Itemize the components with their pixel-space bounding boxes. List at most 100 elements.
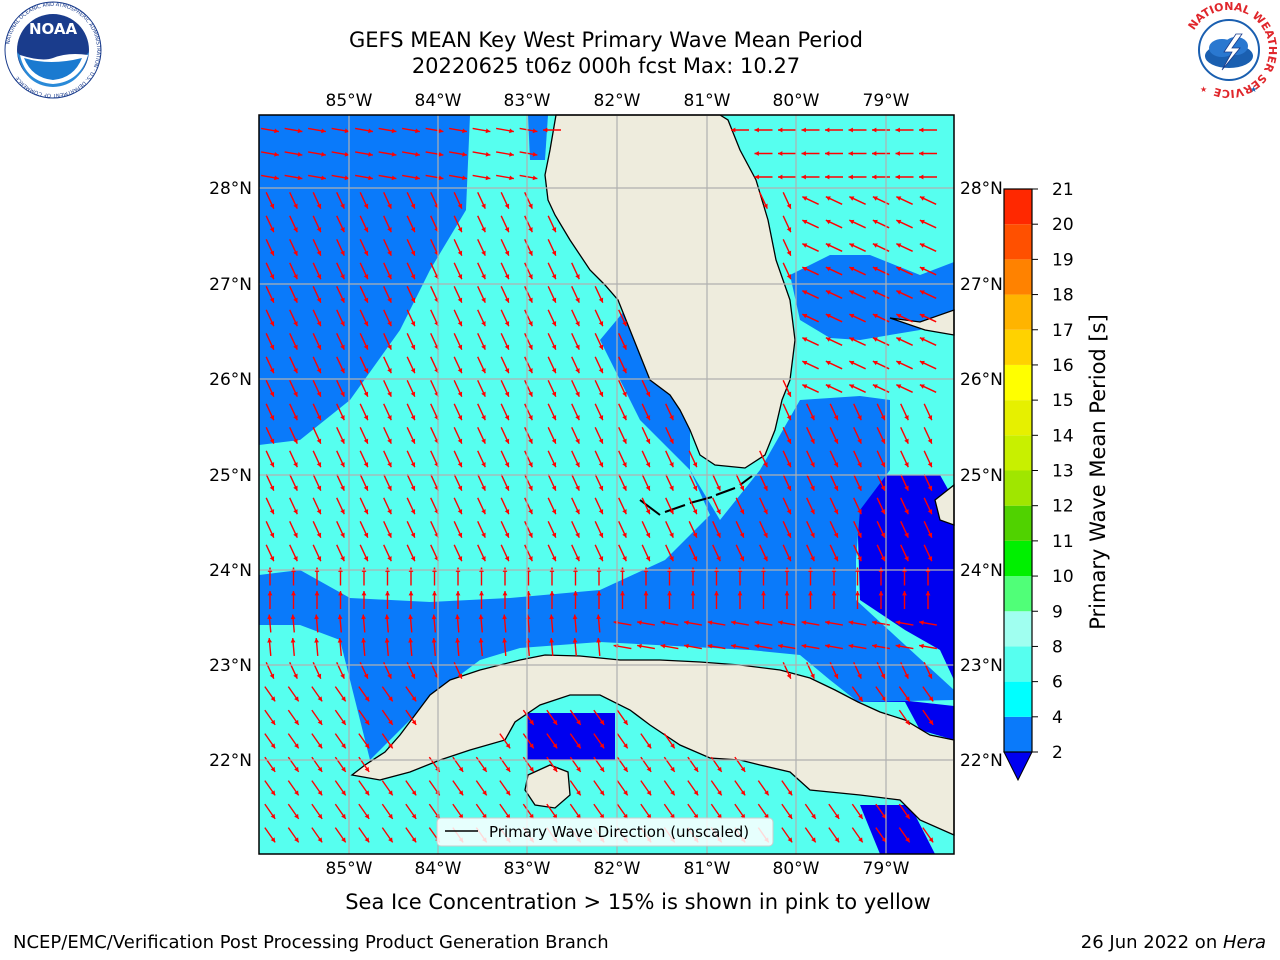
wave-direction-arrow (361, 637, 366, 657)
wave-direction-arrow (336, 286, 345, 303)
wave-direction-arrow (453, 450, 463, 468)
wave-direction-arrow (547, 521, 557, 538)
wave-direction-arrow (641, 450, 651, 468)
wave-direction-arrow (477, 497, 486, 515)
colorbar-title: Primary Wave Mean Period [s] (1086, 314, 1110, 630)
wave-direction-arrow (872, 643, 890, 650)
wave-direction-arrow (381, 780, 394, 796)
wave-direction-arrow (618, 333, 627, 350)
wave-direction-arrow (311, 803, 323, 820)
wave-direction-arrow (336, 544, 345, 562)
wave-direction-arrow (829, 450, 839, 468)
period-band-4-6 (259, 310, 954, 760)
wave-direction-arrow (289, 333, 298, 350)
wave-direction-arrow (731, 620, 749, 626)
wave-direction-arrow (804, 803, 817, 820)
colorbar-segment (1004, 470, 1032, 506)
colorbar-tick-label: 8 (1052, 637, 1063, 657)
wave-direction-arrow (336, 380, 345, 397)
wave-direction-arrow (524, 427, 533, 444)
wave-direction-arrow (754, 643, 773, 650)
wave-direction-arrow (524, 286, 533, 303)
wave-direction-arrow (402, 127, 420, 134)
lon-label-bottom: 83°W (504, 859, 551, 879)
wave-direction-arrow (849, 243, 866, 252)
map-legend: Primary Wave Direction (unscaled) (436, 817, 774, 847)
wave-direction-arrow (500, 356, 510, 374)
colorbar-segment (1004, 259, 1032, 295)
wave-direction-arrow (923, 497, 933, 515)
legend-label: Primary Wave Direction (unscaled) (489, 823, 749, 841)
wave-direction-arrow (876, 497, 886, 515)
wave-direction-arrow (876, 403, 886, 421)
period-band-2-4 (858, 700, 954, 740)
wave-direction-arrow (571, 403, 580, 421)
wave-direction-arrow (449, 151, 467, 157)
wave-direction-arrow (781, 780, 793, 796)
wave-direction-arrow (359, 239, 369, 256)
colorbar-tick-label: 18 (1052, 286, 1074, 306)
wave-direction-arrow (358, 803, 370, 820)
wave-direction-arrow (825, 643, 843, 650)
wave-direction-arrow (853, 521, 862, 538)
wave-direction-arrow (383, 215, 392, 233)
colorbar-segment (1004, 681, 1032, 717)
wave-direction-arrow (731, 127, 749, 133)
wave-direction-arrow (431, 614, 437, 633)
chart-title: GEFS MEAN Key West Primary Wave Mean Per… (349, 28, 863, 52)
wave-direction-arrow (359, 497, 369, 515)
wave-direction-arrow (359, 544, 369, 562)
wave-direction-arrow (524, 380, 533, 397)
wave-direction-arrow (782, 474, 792, 491)
wave-direction-arrow (519, 151, 538, 157)
wave-direction-arrow (314, 637, 319, 657)
wave-direction-arrow (734, 780, 746, 796)
wave-direction-arrow (331, 174, 350, 181)
wave-direction-arrow (688, 544, 698, 562)
wave-direction-arrow (500, 450, 510, 468)
wave-direction-arrow (453, 262, 463, 280)
wave-direction-arrow (289, 450, 298, 468)
wave-direction-arrow (289, 215, 298, 233)
wave-direction-arrow (896, 243, 913, 252)
wave-direction-arrow (853, 427, 862, 444)
wave-direction-arrow (778, 620, 796, 626)
wave-direction-arrow (571, 474, 580, 491)
svg-text:★: ★ (1250, 85, 1257, 94)
wave-direction-arrow (312, 427, 322, 444)
wave-direction-arrow (355, 127, 373, 134)
wave-direction-arrow (499, 780, 511, 796)
wave-direction-arrow (872, 620, 890, 626)
colorbar-tick-label: 2 (1052, 743, 1063, 763)
wave-direction-arrow (872, 174, 890, 180)
wave-direction-arrow (311, 827, 323, 843)
lat-label-left: 22°N (209, 751, 252, 771)
wave-direction-arrow (477, 474, 486, 491)
map-frame (258, 114, 955, 855)
wave-direction-arrow (291, 591, 296, 609)
footer-host: Hera (1222, 932, 1266, 953)
lat-label-right: 23°N (960, 656, 1003, 676)
lat-label-right: 27°N (960, 275, 1003, 295)
wave-direction-arrow (663, 780, 676, 796)
wave-direction-arrow (449, 174, 467, 181)
wave-direction-arrow (358, 733, 370, 749)
wave-direction-arrow (312, 333, 322, 350)
wave-direction-arrow (641, 544, 651, 562)
wave-direction-arrow (500, 427, 510, 444)
wave-direction-arrow (455, 637, 460, 657)
wave-direction-arrow (919, 620, 937, 626)
wave-direction-arrow (754, 127, 773, 133)
wave-direction-arrow (735, 544, 745, 562)
wave-direction-arrow (782, 544, 792, 562)
lat-label-left: 24°N (209, 561, 252, 581)
wave-direction-arrow (710, 780, 723, 796)
lat-label-right: 26°N (960, 370, 1003, 390)
wave-direction-arrow (383, 380, 392, 397)
wave-direction-arrow (547, 474, 557, 491)
wave-direction-arrow (853, 497, 862, 515)
footer-date-text: 26 Jun 2022 on (1080, 932, 1223, 953)
lat-label-left: 26°N (209, 370, 252, 390)
wave-direction-arrow (825, 151, 843, 156)
wave-direction-arrow (896, 313, 913, 323)
